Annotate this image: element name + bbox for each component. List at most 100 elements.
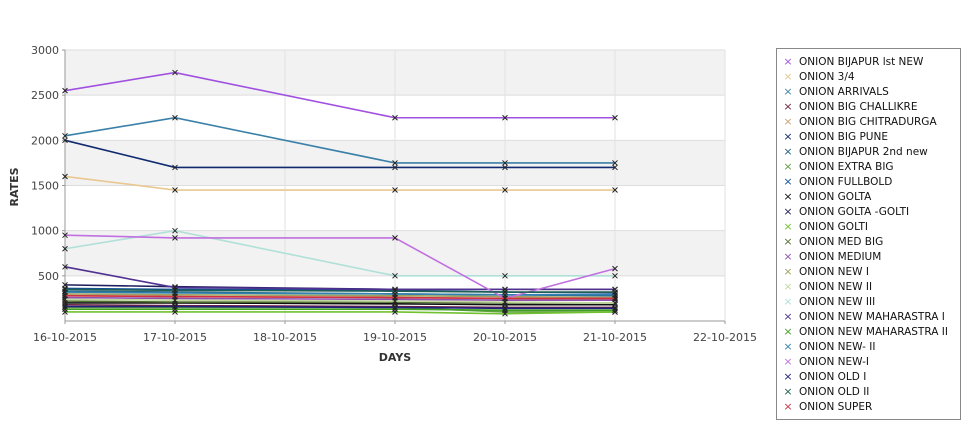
y-tick-label: 2500 xyxy=(31,89,59,102)
data-point xyxy=(612,289,618,295)
legend-item: × ONION NEW MAHARASTRA II xyxy=(777,324,960,339)
legend-item: × ONION ARRIVALS xyxy=(777,84,960,99)
legend-marker-icon: × xyxy=(783,220,793,233)
data-point xyxy=(502,187,508,193)
data-point xyxy=(172,69,178,76)
legend-label: ONION BIG CHALLIKRE xyxy=(799,100,918,113)
data-point xyxy=(392,160,398,166)
legend-item: × ONION OLD I xyxy=(777,369,960,384)
legend-label: ONION MEDIUM xyxy=(799,250,882,263)
data-point xyxy=(612,164,618,171)
legend-label: ONION EXTRA BIG xyxy=(799,160,894,173)
y-tick-label: 2000 xyxy=(31,134,59,147)
legend-label: ONION ARRIVALS xyxy=(799,85,889,98)
y-tick-label: 1000 xyxy=(31,225,59,238)
data-point xyxy=(172,235,178,241)
legend-label: ONION OLD I xyxy=(799,370,867,383)
legend-label: ONION OLD II xyxy=(799,385,870,398)
legend-item: × ONION NEW I xyxy=(777,264,960,279)
legend-marker-icon: × xyxy=(783,295,793,308)
legend-marker-icon: × xyxy=(783,115,793,128)
legend-marker-icon: × xyxy=(783,70,793,83)
legend-marker-icon: × xyxy=(783,355,793,368)
data-point xyxy=(172,187,178,193)
data-point xyxy=(502,114,508,121)
legend-label: ONION BIJAPUR lst NEW xyxy=(799,55,924,68)
legend-marker-icon: × xyxy=(783,235,793,248)
legend-item: × ONION FULLBOLD xyxy=(777,174,960,189)
data-point xyxy=(392,114,398,121)
legend-item: × ONION BIG CHALLIKRE xyxy=(777,99,960,114)
legend-item: × ONION BIG CHITRADURGA xyxy=(777,114,960,129)
data-point xyxy=(392,288,398,295)
x-axis-title: DAYS xyxy=(379,351,412,364)
data-point xyxy=(612,160,618,166)
data-point xyxy=(62,132,68,139)
data-point xyxy=(392,304,398,311)
legend: × ONION BIJAPUR lst NEW × ONION 3/4 × ONION A… xyxy=(776,48,961,420)
legend-label: ONION 3/4 xyxy=(799,70,855,83)
legend-label: ONION SUPER xyxy=(799,400,873,413)
y-tick-label: 1500 xyxy=(31,180,59,193)
legend-item: × ONION NEW-I xyxy=(777,354,960,369)
data-point xyxy=(612,272,618,279)
legend-item: × ONION MED BIG xyxy=(777,234,960,249)
legend-label: ONION BIJAPUR 2nd new xyxy=(799,145,928,158)
legend-marker-icon: × xyxy=(783,175,793,188)
data-point xyxy=(502,160,508,166)
legend-item: × ONION MEDIUM xyxy=(777,249,960,264)
data-point xyxy=(392,294,398,301)
data-point xyxy=(62,232,68,239)
data-point xyxy=(612,305,618,312)
y-tick-label: 500 xyxy=(38,270,59,283)
data-point xyxy=(62,87,68,94)
legend-marker-icon: × xyxy=(783,280,793,293)
legend-item: × ONION BIJAPUR 2nd new xyxy=(777,144,960,159)
legend-label: ONION GOLTA -GOLTI xyxy=(799,205,910,218)
legend-marker-icon: × xyxy=(783,160,793,173)
data-point xyxy=(62,292,68,299)
series-line xyxy=(65,308,615,311)
legend-item: × ONION SUPER xyxy=(777,399,960,414)
data-point xyxy=(502,272,508,279)
line-chart: 500 1000 1500 2000 2500 3000 16-10-2015 17-10-… xyxy=(8,44,757,364)
series-group xyxy=(62,114,618,166)
legend-label: ONION BIG PUNE xyxy=(799,130,888,143)
data-point xyxy=(172,114,178,121)
legend-label: ONION NEW III xyxy=(799,295,876,308)
legend-marker-icon: × xyxy=(783,265,793,278)
y-tick-labels: 500 1000 1500 2000 2500 3000 xyxy=(31,44,65,283)
legend-marker-icon: × xyxy=(783,100,793,113)
x-tick-label: 19-10-2015 xyxy=(363,331,427,344)
legend-marker-icon: × xyxy=(783,325,793,338)
data-point xyxy=(502,295,508,302)
data-point xyxy=(62,137,68,144)
legend-label: ONION NEW MAHARASTRA II xyxy=(799,325,948,338)
y-axis-title: RATES xyxy=(8,167,21,206)
legend-marker-icon: × xyxy=(783,385,793,398)
legend-label: ONION NEW-I xyxy=(799,355,870,368)
data-point xyxy=(62,286,68,293)
series-lines xyxy=(62,69,618,317)
legend-item: × ONION BIG PUNE xyxy=(777,129,960,144)
x-tick-label: 20-10-2015 xyxy=(473,331,537,344)
legend-marker-icon: × xyxy=(783,85,793,98)
y-tick-label: 3000 xyxy=(31,44,59,57)
data-point xyxy=(392,164,398,171)
legend-label: ONION MED BIG xyxy=(799,235,884,248)
legend-marker-icon: × xyxy=(783,145,793,158)
x-tick-label: 16-10-2015 xyxy=(33,331,97,344)
legend-item: × ONION NEW- II xyxy=(777,339,960,354)
legend-label: ONION NEW I xyxy=(799,265,869,278)
legend-item: × ONION OLD II xyxy=(777,384,960,399)
x-tick-label: 22-10-2015 xyxy=(693,331,757,344)
data-point xyxy=(612,114,618,121)
legend-marker-icon: × xyxy=(783,370,793,383)
data-point xyxy=(62,173,68,180)
series-group xyxy=(62,173,618,193)
legend-marker-icon: × xyxy=(783,205,793,218)
data-point xyxy=(172,293,178,300)
x-tick-label: 21-10-2015 xyxy=(583,331,647,344)
data-point xyxy=(392,235,398,241)
data-point xyxy=(62,263,68,270)
